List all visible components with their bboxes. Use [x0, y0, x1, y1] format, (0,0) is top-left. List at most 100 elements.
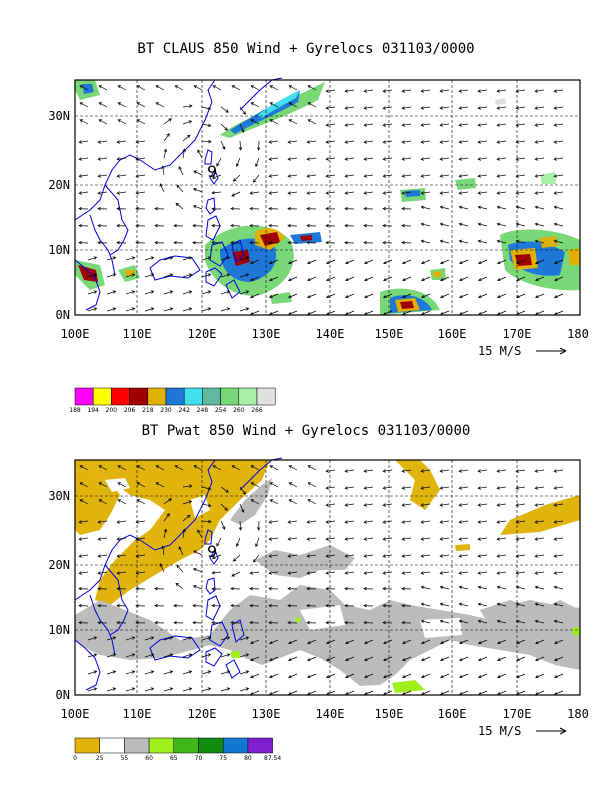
wind-vector: [420, 89, 431, 93]
wind-vector: [163, 687, 174, 692]
colorbar-swatch: [165, 387, 185, 406]
wind-vector: [97, 554, 108, 558]
wind-vector: [192, 223, 203, 228]
wind-vector: [135, 603, 146, 608]
wind-vector: [477, 239, 488, 244]
wind-vector: [440, 276, 450, 282]
colorbar-label: 230: [160, 407, 172, 414]
wind-vector: [288, 119, 298, 125]
wind-vector: [421, 259, 431, 265]
wind-vector: [326, 310, 336, 316]
wind-vector: [325, 89, 336, 93]
wind-vector: [553, 554, 564, 558]
wind-vector: [87, 653, 98, 658]
wind-vector: [439, 239, 450, 244]
wind-vector: [325, 123, 336, 127]
wind-vector: [97, 157, 108, 161]
wind-vector: [344, 486, 355, 490]
wind-vector: [79, 499, 89, 505]
wind-vector: [250, 673, 260, 679]
wind-vector: [98, 85, 108, 91]
wind-vector: [363, 571, 374, 575]
wind-vector: [553, 89, 564, 93]
wind-vector: [163, 498, 172, 505]
wind-vector: [516, 690, 526, 696]
wind-vector: [496, 222, 507, 227]
wind-vector: [553, 222, 564, 227]
wind-vector: [287, 620, 298, 625]
wind-vector: [363, 174, 374, 178]
wind-vector: [173, 603, 184, 608]
wind-vector: [344, 620, 355, 625]
wind-vector: [478, 293, 488, 299]
wind-vector: [238, 520, 243, 531]
wind-vector: [268, 206, 279, 211]
wind-vector: [383, 656, 393, 662]
wind-vector: [382, 106, 393, 110]
wind-vector: [135, 240, 146, 245]
wind-vector: [117, 482, 127, 488]
wind-vector: [477, 222, 488, 227]
colorbar-label: 242: [178, 407, 190, 414]
wind-vector: [163, 307, 174, 312]
wind-vector: [420, 619, 431, 624]
wind-vector: [155, 102, 165, 108]
wind-vector: [534, 140, 545, 144]
wind-vector: [421, 293, 431, 299]
wind-vector: [163, 273, 174, 278]
wind-vector: [106, 670, 117, 675]
wind-vector: [326, 673, 336, 679]
wind-vector: [420, 205, 431, 210]
wind-vector: [87, 687, 98, 692]
wind-vector: [363, 520, 374, 524]
wind-vector: [306, 174, 317, 178]
wind-vector: [220, 670, 231, 675]
wind-vector: [201, 653, 212, 658]
wind-vector: [174, 85, 184, 91]
wind-vector: [220, 687, 231, 692]
wind-vector: [363, 240, 374, 245]
wind-vector: [287, 520, 298, 524]
wind-vector: [459, 639, 469, 645]
wind-vector: [477, 619, 488, 624]
wind-vector: [239, 256, 250, 261]
wind-vector: [515, 520, 526, 524]
wind-vector: [401, 586, 412, 591]
panel2-reference-vector-arrow: [536, 727, 567, 735]
wind-vector: [383, 276, 393, 282]
wind-vector: [268, 140, 279, 144]
wind-vector: [269, 310, 279, 316]
wind-vector: [458, 486, 469, 490]
wind-vector: [268, 174, 279, 178]
wind-vector: [534, 205, 545, 210]
wind-vector: [256, 520, 261, 531]
wind-vector: [478, 276, 488, 282]
wind-vector: [78, 240, 89, 245]
panel1-wind-vectors: [78, 85, 564, 316]
wind-vector: [439, 140, 450, 144]
wind-vector: [515, 89, 526, 93]
wind-vector: [211, 603, 222, 608]
wind-vector: [402, 656, 412, 662]
panel1-lon-label: 160E: [438, 327, 467, 341]
wind-vector: [325, 520, 336, 524]
wind-vector: [458, 140, 469, 144]
wind-vector: [78, 206, 89, 211]
wind-vector: [201, 290, 212, 295]
wind-vector: [401, 140, 412, 144]
wind-vector: [144, 636, 155, 641]
wind-vector: [79, 119, 89, 125]
colorbar-swatch: [74, 387, 94, 406]
wind-vector: [364, 639, 374, 645]
wind-vector: [135, 206, 146, 211]
wind-vector: [401, 603, 412, 608]
wind-vector: [201, 106, 212, 111]
wind-vector: [182, 104, 193, 108]
wind-vector: [116, 223, 127, 228]
colorbar-label: 206: [124, 407, 136, 414]
wind-vector: [125, 653, 136, 658]
wind-vector: [420, 191, 431, 195]
wind-vector: [268, 223, 279, 228]
wind-vector: [269, 673, 279, 679]
wind-vector: [383, 639, 393, 645]
